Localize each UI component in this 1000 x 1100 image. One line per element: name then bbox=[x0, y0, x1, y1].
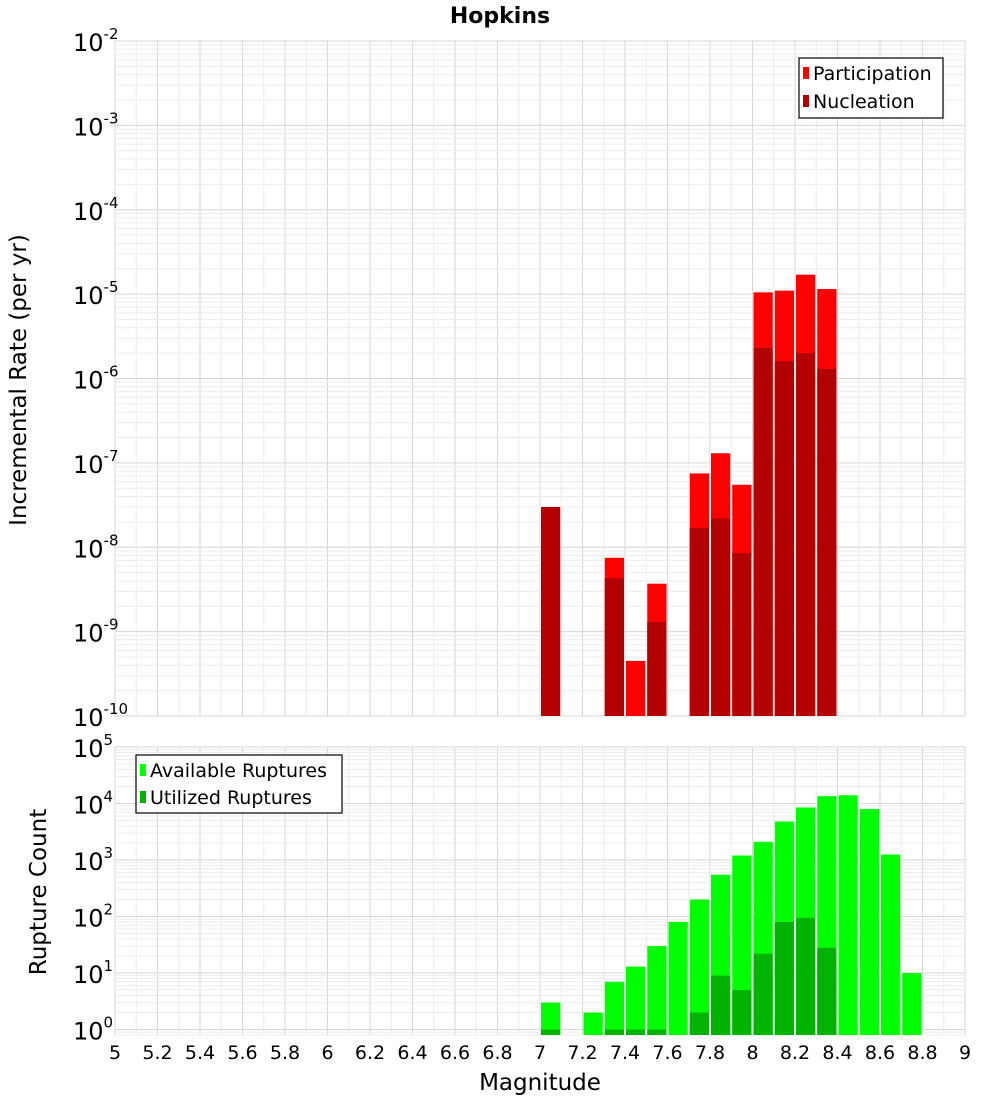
count-y-axis-label: Rupture Count bbox=[26, 809, 52, 975]
x-tick-label: 6 bbox=[321, 1042, 333, 1064]
count-y-tick-label: 103 bbox=[73, 844, 113, 876]
count-bar-utilized-ruptures bbox=[817, 947, 837, 1035]
legend-label-nucleation: Nucleation bbox=[813, 91, 915, 113]
count-bar-utilized-ruptures bbox=[796, 917, 816, 1035]
count-panel: 105 104 103 102 101 100 Rupture Count Availab… bbox=[26, 731, 966, 1046]
count-bar-utilized-ruptures bbox=[604, 1029, 624, 1035]
x-tick-label: 7 bbox=[534, 1042, 546, 1064]
count-bar-available-ruptures bbox=[583, 1012, 603, 1035]
rate-y-tick-label: 10-10 bbox=[73, 700, 128, 732]
count-bar-utilized-ruptures bbox=[711, 975, 731, 1035]
legend-swatch-nucleation bbox=[803, 95, 809, 107]
rate-bar-participation bbox=[626, 660, 646, 716]
count-bar-available-ruptures bbox=[881, 854, 901, 1035]
rate-y-tick-label: 10-8 bbox=[73, 531, 119, 563]
rate-y-tick-label: 10-6 bbox=[73, 363, 119, 395]
legend-swatch-participation bbox=[803, 67, 809, 79]
rate-y-tick-label: 10-5 bbox=[73, 278, 119, 310]
count-legend-box bbox=[135, 754, 343, 814]
x-tick-label: 5.2 bbox=[142, 1042, 172, 1064]
x-tick-label: 5.4 bbox=[185, 1042, 215, 1064]
legend-swatch-utilized bbox=[140, 791, 146, 803]
count-bar-utilized-ruptures bbox=[647, 1029, 667, 1035]
rate-legend: Participation Nucleation bbox=[798, 57, 944, 119]
x-tick-label: 8.2 bbox=[780, 1042, 810, 1064]
x-axis-label: Magnitude bbox=[479, 1070, 601, 1096]
legend-label-available: Available Ruptures bbox=[150, 760, 327, 782]
count-bar-available-ruptures bbox=[626, 966, 646, 1035]
rate-bar-nucleation bbox=[689, 527, 709, 716]
x-tick-label: 8.4 bbox=[822, 1042, 852, 1064]
chart-title: Hopkins bbox=[450, 4, 550, 29]
rate-y-tick-label: 10-2 bbox=[73, 25, 119, 57]
count-bar-utilized-ruptures bbox=[753, 953, 773, 1035]
x-tick-label: 7.6 bbox=[652, 1042, 682, 1064]
rate-bar-nucleation bbox=[711, 518, 731, 716]
rate-gridlines bbox=[114, 40, 966, 717]
rate-y-tick-label: 10-3 bbox=[73, 109, 119, 141]
rate-bars bbox=[541, 274, 837, 716]
rate-y-tick-label: 10-7 bbox=[73, 447, 119, 479]
legend-label-participation: Participation bbox=[813, 63, 932, 85]
x-tick-label: 6.4 bbox=[397, 1042, 427, 1064]
x-tick-label: 9 bbox=[959, 1042, 971, 1064]
x-tick-label: 8.6 bbox=[865, 1042, 895, 1064]
legend-swatch-available bbox=[140, 764, 146, 776]
count-bar-available-ruptures bbox=[541, 1002, 561, 1035]
count-y-tick-label: 102 bbox=[73, 901, 113, 933]
legend-label-utilized: Utilized Ruptures bbox=[150, 787, 312, 809]
rate-bar-nucleation bbox=[817, 368, 837, 716]
rate-bar-nucleation bbox=[753, 347, 773, 716]
count-y-tick-label: 104 bbox=[73, 788, 113, 820]
count-bars bbox=[541, 795, 922, 1035]
count-bar-available-ruptures bbox=[902, 973, 922, 1035]
x-tick-label: 5.8 bbox=[270, 1042, 300, 1064]
x-tick-label: 8 bbox=[746, 1042, 758, 1064]
count-bar-available-ruptures bbox=[838, 795, 858, 1035]
rate-legend-box bbox=[798, 57, 944, 119]
count-bar-available-ruptures bbox=[859, 808, 879, 1035]
count-bar-utilized-ruptures bbox=[689, 1012, 709, 1035]
count-bar-utilized-ruptures bbox=[626, 1029, 646, 1035]
count-bar-utilized-ruptures bbox=[541, 1029, 561, 1035]
x-tick-label: 5 bbox=[109, 1042, 121, 1064]
x-tick-label: 7.4 bbox=[610, 1042, 640, 1064]
count-bar-available-ruptures bbox=[668, 921, 688, 1035]
rate-y-tick-labels: 10-2 10-3 10-4 10-5 10-6 10-7 10-8 10-9 10-10 bbox=[73, 25, 128, 732]
x-tick-label: 7.8 bbox=[695, 1042, 725, 1064]
rate-bar-nucleation bbox=[541, 506, 561, 716]
x-tick-label: 6.6 bbox=[440, 1042, 470, 1064]
count-bar-utilized-ruptures bbox=[732, 990, 752, 1035]
rate-y-tick-label: 10-4 bbox=[73, 194, 119, 226]
count-bar-utilized-ruptures bbox=[774, 921, 794, 1035]
rate-bar-nucleation bbox=[796, 353, 816, 716]
x-tick-label: 5.6 bbox=[227, 1042, 257, 1064]
rate-bar-nucleation bbox=[774, 361, 794, 716]
count-y-tick-label: 101 bbox=[73, 957, 113, 989]
count-bar-available-ruptures bbox=[647, 946, 667, 1035]
rate-bar-nucleation bbox=[732, 553, 752, 716]
count-legend: Available Ruptures Utilized Ruptures bbox=[135, 754, 343, 814]
count-bar-available-ruptures bbox=[689, 899, 709, 1035]
rate-bar-nucleation bbox=[604, 578, 624, 716]
x-tick-label: 6.8 bbox=[482, 1042, 512, 1064]
count-y-tick-labels: 105 104 103 102 101 100 bbox=[73, 731, 113, 1046]
count-bar-available-ruptures bbox=[604, 981, 624, 1035]
count-y-tick-label: 100 bbox=[73, 1014, 113, 1046]
rate-panel: 10-2 10-3 10-4 10-5 10-6 10-7 10-8 10-9 10-10 In… bbox=[6, 25, 966, 732]
x-tick-labels: 5 5.2 5.4 5.6 5.8 6 6.2 6.4 6.6 6.8 7 7.2 7.4 7.6 7.8 8… bbox=[109, 1042, 971, 1064]
x-tick-label: 8.8 bbox=[907, 1042, 937, 1064]
rate-y-axis-label: Incremental Rate (per yr) bbox=[6, 234, 32, 526]
x-tick-label: 7.2 bbox=[567, 1042, 597, 1064]
rate-y-tick-label: 10-9 bbox=[73, 616, 119, 648]
x-tick-label: 6.2 bbox=[355, 1042, 385, 1064]
count-y-tick-label: 105 bbox=[73, 731, 113, 763]
rate-bar-nucleation bbox=[647, 622, 667, 716]
